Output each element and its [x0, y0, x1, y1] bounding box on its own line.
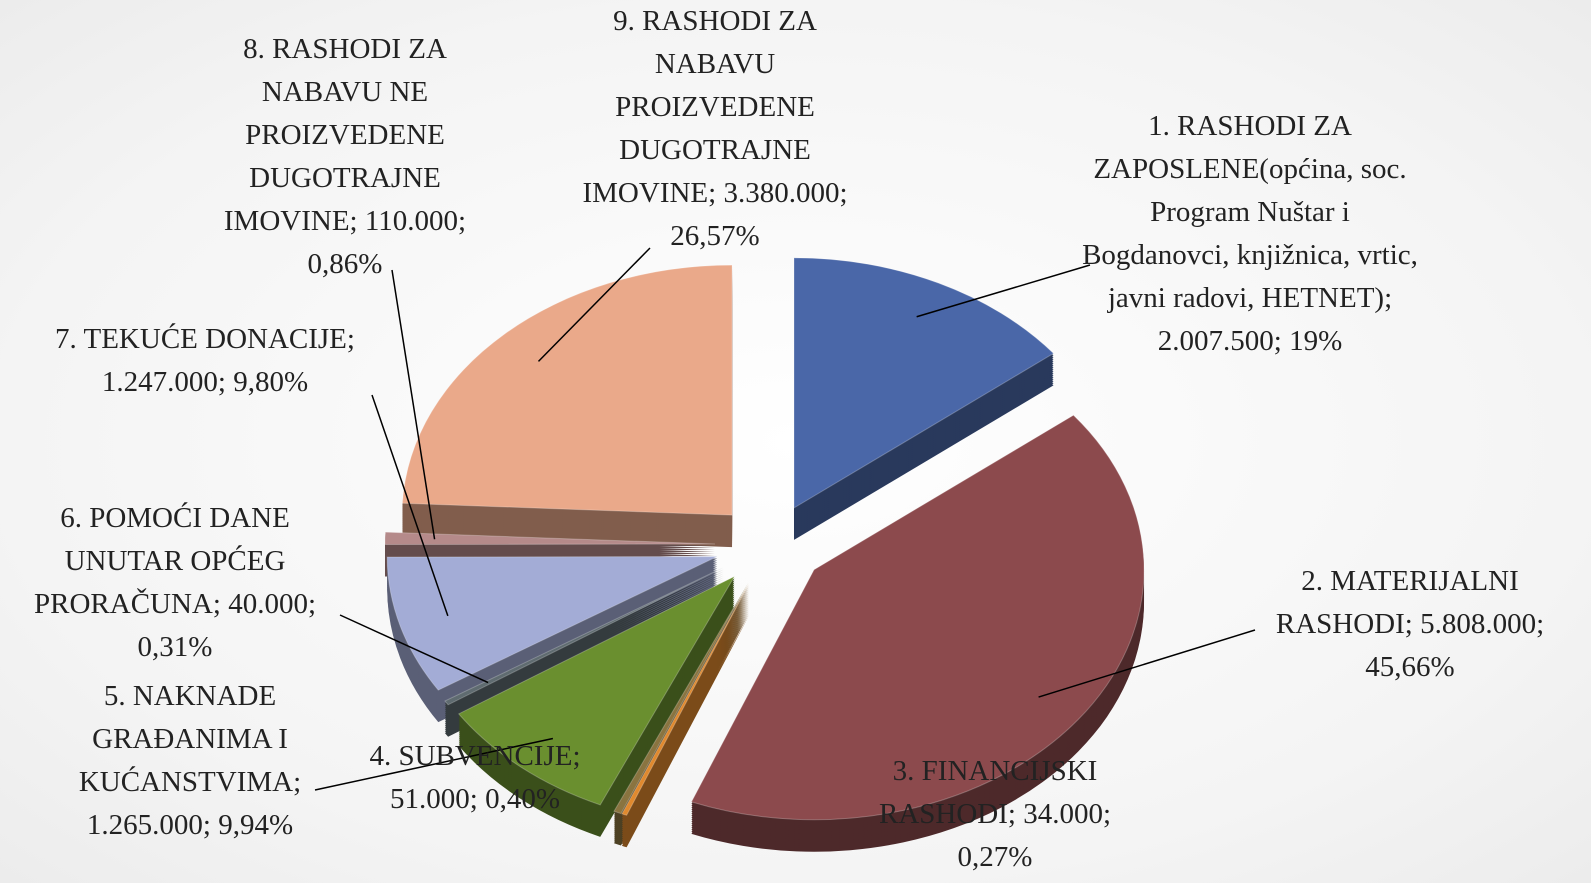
separator: ;: [1384, 282, 1393, 314]
slice-side: [444, 569, 724, 707]
data-label: 8. RASHODI ZA NABAVU NE PROIZVEDENE DUGO…: [195, 28, 495, 286]
category-name: 9. RASHODI ZA NABAVU PROIZVEDENE DUGOTRA…: [582, 5, 817, 209]
separator: ;: [217, 366, 234, 398]
slice-side: [444, 579, 724, 717]
leader-line: [314, 737, 554, 791]
percentage-label: 0,31%: [137, 631, 213, 663]
category-name: 4. SUBVENCIJE: [369, 740, 573, 772]
separator: ;: [346, 323, 355, 355]
percentage-label: 0,27%: [957, 841, 1033, 873]
value-label: 40.000: [228, 588, 308, 620]
percentage-label: 45,66%: [1365, 651, 1455, 683]
separator: ;: [202, 809, 219, 841]
data-label: 7. TEKUĆE DONACIJE; 1.247.000; 9,80%: [30, 318, 380, 404]
leader-line: [391, 269, 436, 540]
slice-side: [444, 581, 724, 719]
category-name: 5. NAKNADE GRAĐANIMA I KUĆANSTVIMA: [78, 680, 294, 798]
separator: ;: [212, 588, 229, 620]
slice: [793, 257, 1055, 509]
slice-side: [444, 577, 724, 715]
slice: [384, 531, 716, 546]
slice: [444, 566, 725, 706]
percentage-label: 9,80%: [233, 366, 309, 398]
slice-side: [444, 571, 724, 709]
slice: [457, 575, 736, 806]
separator: ;: [293, 766, 302, 798]
value-label: 5.808.000: [1420, 608, 1537, 640]
slice: [386, 556, 718, 691]
slice: [613, 582, 749, 815]
category-name: 6. POMOĆI DANE UNUTAR OPĆEG PRORAČUNA: [34, 502, 290, 620]
slice-side: [444, 575, 724, 713]
separator: ;: [469, 783, 486, 815]
data-label: 2. MATERIJALNI RASHODI; 5.808.000; 45,66…: [1245, 560, 1575, 689]
separator: ;: [1102, 798, 1112, 830]
slice: [621, 582, 750, 816]
slice: [401, 264, 733, 516]
slice: [690, 414, 1145, 821]
category-name: 3. FINANCIJSKI RASHODI: [878, 755, 1098, 830]
data-label: 5. NAKNADE GRAĐANIMA I KUĆANSTVIMA; 1.26…: [45, 675, 335, 847]
value-label: 110.000: [364, 205, 459, 237]
category-name: 1. RASHODI ZA ZAPOSLENE(općina, soc. Pro…: [1082, 110, 1418, 314]
value-label: 1.247.000: [101, 366, 218, 398]
percentage-label: 19%: [1289, 325, 1343, 357]
data-label: 4. SUBVENCIJE; 51.000; 0,40%: [345, 735, 605, 821]
value-label: 34.000: [1023, 798, 1103, 830]
separator: ;: [839, 177, 848, 209]
separator: ;: [1404, 608, 1421, 640]
leader-line: [537, 247, 651, 362]
value-label: 51.000: [390, 783, 470, 815]
percentage-label: 9,94%: [218, 809, 294, 841]
category-name: 7. TEKUĆE DONACIJE: [55, 323, 347, 355]
leader-line: [1038, 629, 1256, 698]
category-name: 2. MATERIJALNI RASHODI: [1275, 565, 1519, 640]
data-label: 1. RASHODI ZA ZAPOSLENE(općina, soc. Pro…: [1080, 105, 1420, 363]
leader-line: [339, 614, 489, 684]
category-name: 8. RASHODI ZA NABAVU NE PROIZVEDENE DUGO…: [223, 33, 447, 237]
separator: ;: [1273, 325, 1290, 357]
data-label: 9. RASHODI ZA NABAVU PROIZVEDENE DUGOTRA…: [555, 0, 875, 258]
value-label: 2.007.500: [1157, 325, 1274, 357]
separator: ;: [307, 588, 316, 620]
separator: ;: [572, 740, 581, 772]
percentage-label: 0,40%: [485, 783, 560, 815]
data-label: 6. POMOĆI DANE UNUTAR OPĆEG PRORAČUNA; 4…: [5, 497, 345, 669]
slice-side: [444, 573, 724, 711]
percentage-label: 0,86%: [307, 248, 383, 280]
separator: ;: [1007, 798, 1024, 830]
percentage-label: 26,57%: [670, 220, 760, 252]
separator: ;: [349, 205, 365, 237]
leader-line: [916, 264, 1091, 318]
separator: ;: [708, 177, 724, 209]
data-label: 3. FINANCIJSKI RASHODI; 34.000; 0,27%: [850, 750, 1140, 879]
leader-line: [371, 394, 449, 617]
value-label: 1.265.000: [86, 809, 203, 841]
value-label: 3.380.000: [723, 177, 840, 209]
separator: ;: [1536, 608, 1545, 640]
separator: ;: [458, 205, 467, 237]
